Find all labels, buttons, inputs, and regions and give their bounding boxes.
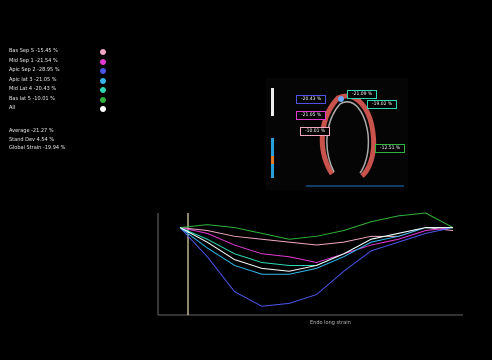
legend-item[interactable]: Bas Sep S -15.45 % bbox=[9, 47, 121, 57]
segment-strain-label: -12.51 % bbox=[375, 144, 406, 153]
legend-item[interactable]: Mid Lat 4 -20.43 % bbox=[9, 85, 121, 95]
segment-strain-label: -21.09 % bbox=[347, 90, 378, 99]
legend-item[interactable]: Mid Sep 1 -21.54 % bbox=[9, 57, 121, 67]
legend-color-dot bbox=[100, 106, 106, 112]
series-line bbox=[179, 227, 454, 307]
std-dev-strain: Stand Dev 4.54 % bbox=[9, 136, 55, 143]
legend-item-label: Mid Sep 1 -21.54 % bbox=[9, 57, 58, 64]
segment-strain-label: -21.05 % bbox=[296, 111, 327, 120]
segment-legend: Bas Sep S -15.45 % Mid Sep 1 -21.54 % Apic… bbox=[9, 47, 121, 114]
global-strain: Global Strain -19.94 % bbox=[9, 145, 66, 151]
legend-item-label: Apic lat 3 -21.05 % bbox=[9, 76, 57, 83]
legend-item-label: Apic Sep 2 -28.95 % bbox=[9, 67, 60, 73]
legend-item[interactable]: Apic Sep 2 -28.95 % bbox=[9, 66, 121, 76]
segment-strain-label: -19.02 % bbox=[367, 100, 398, 109]
series-line bbox=[179, 212, 454, 240]
segment-strain-label: -20.43 % bbox=[296, 95, 327, 104]
x-axis-label: Endo long strain bbox=[310, 320, 351, 326]
legend-color-dot bbox=[100, 49, 106, 55]
legend-item-label: Bas lat 5 -10.01 % bbox=[9, 95, 55, 102]
series-line bbox=[179, 227, 453, 275]
strain-curve-chart bbox=[157, 212, 463, 316]
echo-image-panel: -20.43 % -21.05 % -10.01 % -21.09 % -19.02 %… bbox=[266, 78, 408, 190]
myocardium-contour bbox=[319, 93, 377, 178]
echo-view bbox=[266, 78, 408, 190]
segment-strain-label: -10.01 % bbox=[300, 127, 331, 136]
legend-color-dot bbox=[100, 68, 106, 74]
legend-color-dot bbox=[100, 77, 106, 84]
legend-color-dot bbox=[100, 58, 106, 65]
legend-color-dot bbox=[100, 87, 106, 93]
legend-color-dot bbox=[100, 96, 106, 103]
scale-bar-top bbox=[271, 88, 274, 116]
legend-item-label: All bbox=[9, 105, 16, 111]
legend-item-label: Bas Sep S -15.45 % bbox=[9, 48, 58, 54]
legend-item[interactable]: Bas lat 5 -10.01 % bbox=[9, 95, 121, 105]
series-line bbox=[179, 227, 454, 264]
legend-item[interactable]: All bbox=[9, 104, 121, 114]
strain-stats: Average -21.27 % Stand Dev 4.54 % Global… bbox=[9, 127, 65, 153]
legend-item-label: Mid Lat 4 -20.43 % bbox=[9, 86, 57, 92]
legend-item[interactable]: Apic lat 3 -21.05 % bbox=[9, 76, 121, 86]
average-strain: Average -21.27 % bbox=[9, 128, 54, 134]
series-line bbox=[179, 227, 453, 272]
